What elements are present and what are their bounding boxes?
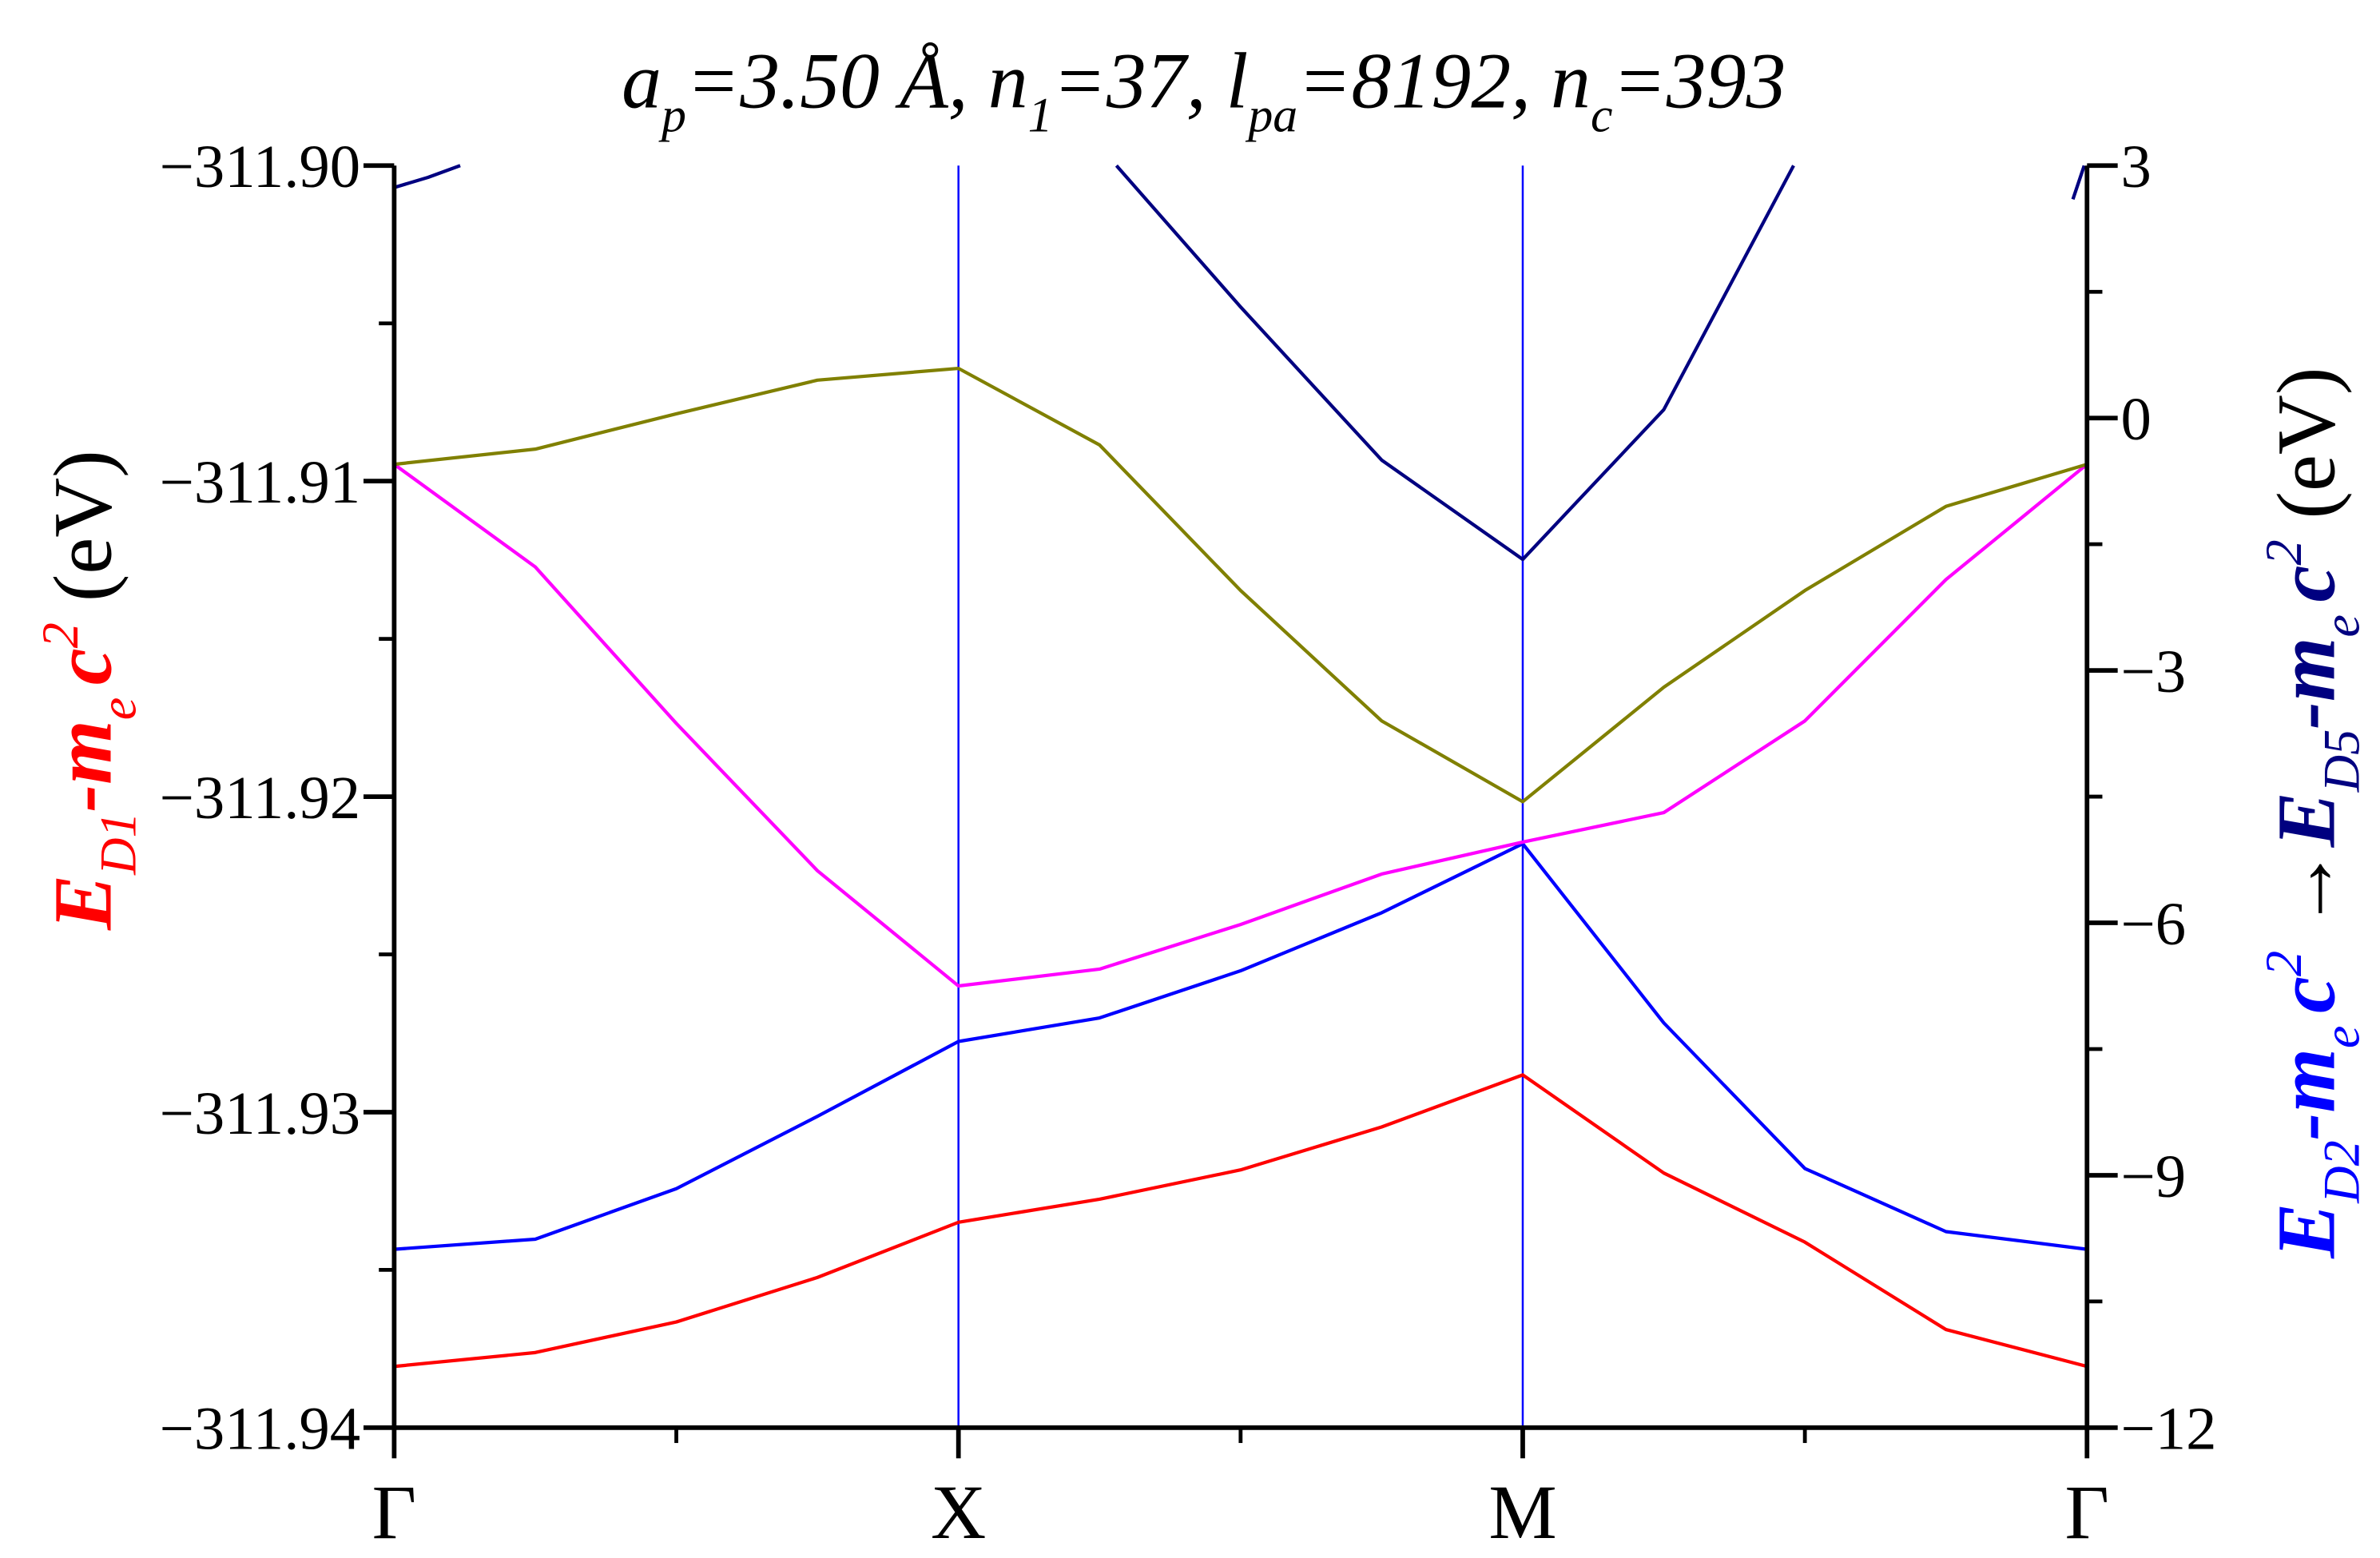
label-part: p [658, 88, 686, 142]
label-part: =8192, [1297, 36, 1551, 125]
series-line [394, 463, 2088, 988]
series-line [394, 1073, 2088, 1369]
label-part: (eV) [38, 450, 129, 602]
chart-title: ap=3.50 Å, n1=37, lpa=8192, nc=393 [622, 36, 1786, 142]
label-part: 2 [2255, 539, 2312, 565]
y2-tick-label: −3 [2121, 638, 2187, 705]
label-part: e [2313, 1026, 2370, 1049]
label-part: E [2261, 1203, 2352, 1259]
y-tick-label: −311.91 [160, 448, 361, 516]
y-tick-label: −311.90 [160, 133, 361, 201]
series-line [394, 841, 2088, 1251]
label-part: E [2261, 792, 2352, 848]
label-part: =3.50 Å, [686, 36, 988, 125]
label-part: 2 [2255, 951, 2312, 976]
label-part: e [89, 698, 146, 721]
y2-tick-label: −9 [2121, 1143, 2187, 1210]
label-part: e [2313, 614, 2370, 638]
label-part: -m [2261, 638, 2352, 729]
x-tick-label: M [1488, 1469, 1556, 1555]
y-tick-label: −311.93 [160, 1079, 361, 1147]
label-part: a [622, 36, 662, 125]
label-part: c [2261, 976, 2352, 1013]
label-part: =37, [1053, 36, 1226, 125]
y-tick-label: −311.94 [160, 1395, 361, 1463]
y2-tick-label: 0 [2121, 385, 2152, 453]
label-part: n [1551, 36, 1591, 125]
label-part: =393 [1612, 36, 1786, 125]
x-tick-label: Γ [2065, 1469, 2109, 1555]
label-part: l [1226, 36, 1249, 125]
label-part: -m [2261, 1048, 2352, 1140]
y-tick-label: −311.92 [160, 764, 361, 832]
series-line [394, 164, 2086, 562]
x-tick-label: Γ [372, 1469, 416, 1555]
label-part: c [2261, 565, 2352, 602]
label-part: D1 [89, 812, 146, 876]
label-part: D2 [2313, 1140, 2370, 1204]
label-part: (eV) [2261, 368, 2352, 519]
label-part: c [1591, 88, 1612, 142]
label-part: D5 [2313, 729, 2370, 793]
label-part: -m [38, 720, 129, 812]
label-part: → [2261, 847, 2352, 930]
y-axis-label: ED1-mec2 (eV) [32, 450, 147, 931]
series-line [394, 366, 2088, 804]
y2-axis-label: ED2-mec2→ED5-mec2(eV) [2255, 368, 2370, 1259]
label-part: pa [1245, 88, 1297, 142]
label-part: 1 [1028, 88, 1053, 142]
y2-tick-label: −6 [2121, 890, 2187, 958]
y2-tick-label: −12 [2121, 1395, 2217, 1463]
label-part: c [38, 648, 129, 685]
label-part: E [38, 875, 129, 931]
label-part: 2 [32, 622, 89, 648]
y2-tick-label: 3 [2121, 133, 2152, 201]
x-tick-label: X [931, 1469, 986, 1555]
label-part: n [988, 36, 1028, 125]
